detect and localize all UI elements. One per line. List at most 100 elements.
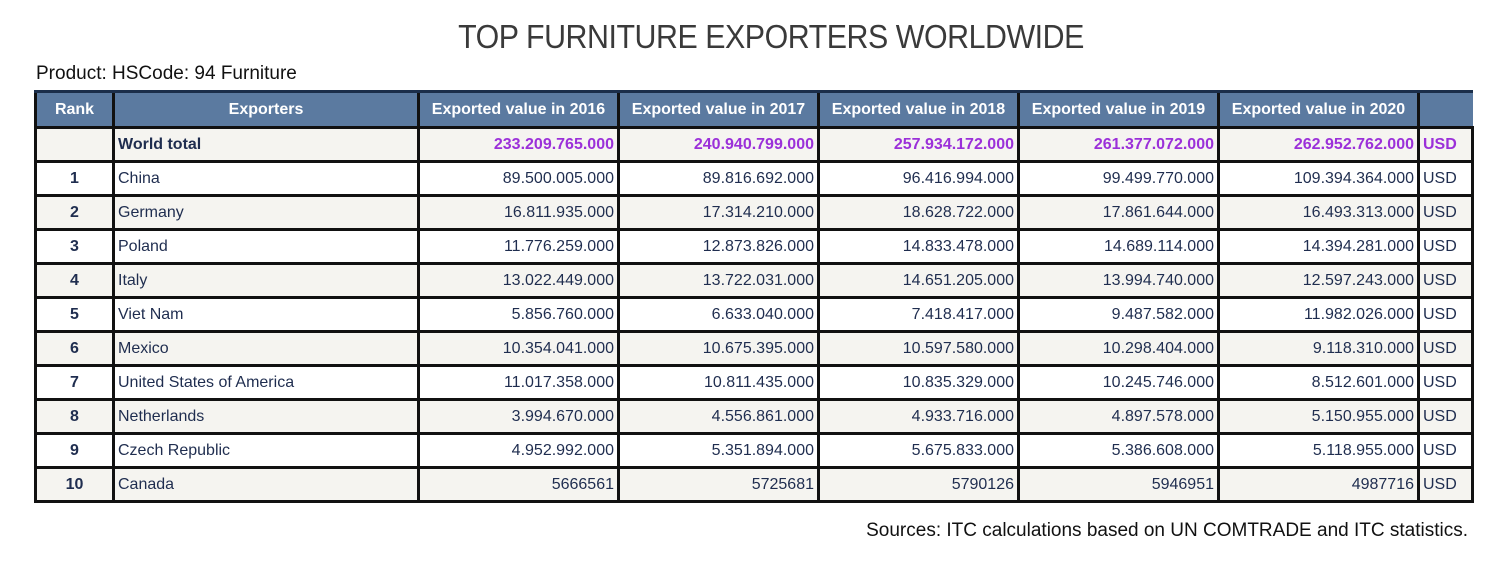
value-cell: 8.512.601.000 bbox=[1217, 364, 1420, 401]
unit-cell: USD bbox=[1417, 126, 1474, 163]
exporters-table: Rank Exporters Exported value in 2016 Expor… bbox=[34, 90, 1474, 503]
value-cell: 4.556.861.000 bbox=[617, 398, 820, 435]
table-row: 10 Canada 5666561 5725681 5790126 5946951 4987… bbox=[34, 466, 1474, 503]
value-cell: 5946951 bbox=[1017, 466, 1220, 503]
page-title: TOP FURNITURE EXPORTERS WORLDWIDE bbox=[458, 18, 1084, 55]
value-cell: 14.394.281.000 bbox=[1217, 228, 1420, 265]
column-header: Exported value in 2016 bbox=[417, 90, 619, 128]
rank-cell bbox=[34, 126, 115, 163]
value-cell: 96.416.994.000 bbox=[817, 160, 1020, 197]
table-row: 9 Czech Republic 4.952.992.000 5.351.894.00… bbox=[34, 432, 1474, 469]
value-cell: 17.861.644.000 bbox=[1017, 194, 1220, 231]
value-cell: 17.314.210.000 bbox=[617, 194, 820, 231]
unit-cell: USD bbox=[1417, 364, 1474, 401]
rank-cell: 3 bbox=[34, 228, 115, 265]
value-cell: 5.675.833.000 bbox=[817, 432, 1020, 469]
value-cell: 11.982.026.000 bbox=[1217, 296, 1420, 333]
value-cell: 9.118.310.000 bbox=[1217, 330, 1420, 367]
unit-cell: USD bbox=[1417, 330, 1474, 367]
header-row: Rank Exporters Exported value in 2016 Expor… bbox=[34, 90, 1473, 128]
value-cell: 12.597.243.000 bbox=[1217, 262, 1420, 299]
column-header: Exported value in 2018 bbox=[817, 90, 1019, 128]
rank-cell: 9 bbox=[34, 432, 115, 469]
value-cell: 10.675.395.000 bbox=[617, 330, 820, 367]
column-header: Exported value in 2017 bbox=[617, 90, 819, 128]
value-cell: 5.386.608.000 bbox=[1017, 432, 1220, 469]
exporter-cell: Germany bbox=[112, 194, 420, 231]
value-cell: 14.833.478.000 bbox=[817, 228, 1020, 265]
table-row: 1 China 89.500.005.000 89.816.692.000 96.416… bbox=[34, 160, 1474, 197]
exporter-cell: Viet Nam bbox=[112, 296, 420, 333]
value-cell: 16.493.313.000 bbox=[1217, 194, 1420, 231]
column-header: Exported value in 2019 bbox=[1017, 90, 1219, 128]
unit-cell: USD bbox=[1417, 228, 1474, 265]
value-cell: 7.418.417.000 bbox=[817, 296, 1020, 333]
value-cell: 5666561 bbox=[417, 466, 620, 503]
table-row: 7 United States of America 11.017.358.000 1… bbox=[34, 364, 1474, 401]
rank-cell: 4 bbox=[34, 262, 115, 299]
value-cell: 262.952.762.000 bbox=[1217, 126, 1420, 163]
rank-cell: 5 bbox=[34, 296, 115, 333]
rank-cell: 6 bbox=[34, 330, 115, 367]
table-row: 5 Viet Nam 5.856.760.000 6.633.040.000 7.418… bbox=[34, 296, 1474, 333]
rank-cell: 1 bbox=[34, 160, 115, 197]
table-row: 6 Mexico 10.354.041.000 10.675.395.000 10.59… bbox=[34, 330, 1474, 367]
value-cell: 13.022.449.000 bbox=[417, 262, 620, 299]
value-cell: 9.487.582.000 bbox=[1017, 296, 1220, 333]
value-cell: 5.351.894.000 bbox=[617, 432, 820, 469]
value-cell: 4987716 bbox=[1217, 466, 1420, 503]
table-row: 8 Netherlands 3.994.670.000 4.556.861.000 4.… bbox=[34, 398, 1474, 435]
value-cell: 5790126 bbox=[817, 466, 1020, 503]
value-cell: 109.394.364.000 bbox=[1217, 160, 1420, 197]
value-cell: 4.933.716.000 bbox=[817, 398, 1020, 435]
exporter-cell: United States of America bbox=[112, 364, 420, 401]
value-cell: 240.940.799.000 bbox=[617, 126, 820, 163]
value-cell: 12.873.826.000 bbox=[617, 228, 820, 265]
value-cell: 4.952.992.000 bbox=[417, 432, 620, 469]
exporter-cell: China bbox=[112, 160, 420, 197]
rank-cell: 8 bbox=[34, 398, 115, 435]
value-cell: 99.499.770.000 bbox=[1017, 160, 1220, 197]
value-cell: 257.934.172.000 bbox=[817, 126, 1020, 163]
unit-cell: USD bbox=[1417, 160, 1474, 197]
rank-cell: 2 bbox=[34, 194, 115, 231]
product-label: Product: HSCode: 94 Furniture bbox=[36, 63, 297, 84]
exporter-cell: World total bbox=[112, 126, 420, 163]
value-cell: 16.811.935.000 bbox=[417, 194, 620, 231]
value-cell: 18.628.722.000 bbox=[817, 194, 1020, 231]
table-row: 2 Germany 16.811.935.000 17.314.210.000 18.6… bbox=[34, 194, 1474, 231]
exporter-cell: Netherlands bbox=[112, 398, 420, 435]
value-cell: 10.835.329.000 bbox=[817, 364, 1020, 401]
value-cell: 10.245.746.000 bbox=[1017, 364, 1220, 401]
value-cell: 11.017.358.000 bbox=[417, 364, 620, 401]
exporter-cell: Czech Republic bbox=[112, 432, 420, 469]
value-cell: 14.651.205.000 bbox=[817, 262, 1020, 299]
value-cell: 13.994.740.000 bbox=[1017, 262, 1220, 299]
value-cell: 6.633.040.000 bbox=[617, 296, 820, 333]
exporter-cell: Italy bbox=[112, 262, 420, 299]
unit-cell: USD bbox=[1417, 296, 1474, 333]
rank-cell: 7 bbox=[34, 364, 115, 401]
exporter-cell: Canada bbox=[112, 466, 420, 503]
value-cell: 14.689.114.000 bbox=[1017, 228, 1220, 265]
value-cell: 11.776.259.000 bbox=[417, 228, 620, 265]
table-row: 3 Poland 11.776.259.000 12.873.826.000 14.83… bbox=[34, 228, 1474, 265]
table-row: 4 Italy 13.022.449.000 13.722.031.000 14.651… bbox=[34, 262, 1474, 299]
value-cell: 4.897.578.000 bbox=[1017, 398, 1220, 435]
value-cell: 10.597.580.000 bbox=[817, 330, 1020, 367]
world-total-row: World total 233.209.765.000 240.940.799.00… bbox=[34, 126, 1474, 163]
unit-cell: USD bbox=[1417, 398, 1474, 435]
value-cell: 233.209.765.000 bbox=[417, 126, 620, 163]
unit-cell: USD bbox=[1417, 194, 1474, 231]
exporter-cell: Poland bbox=[112, 228, 420, 265]
unit-cell: USD bbox=[1417, 432, 1474, 469]
value-cell: 89.816.692.000 bbox=[617, 160, 820, 197]
rank-cell: 10 bbox=[34, 466, 115, 503]
column-header: Rank bbox=[34, 90, 114, 128]
value-cell: 10.811.435.000 bbox=[617, 364, 820, 401]
value-cell: 10.298.404.000 bbox=[1017, 330, 1220, 367]
value-cell: 5.118.955.000 bbox=[1217, 432, 1420, 469]
column-header: Exported value in 2020 bbox=[1217, 90, 1419, 128]
value-cell: 261.377.072.000 bbox=[1017, 126, 1220, 163]
column-header bbox=[1417, 90, 1473, 128]
